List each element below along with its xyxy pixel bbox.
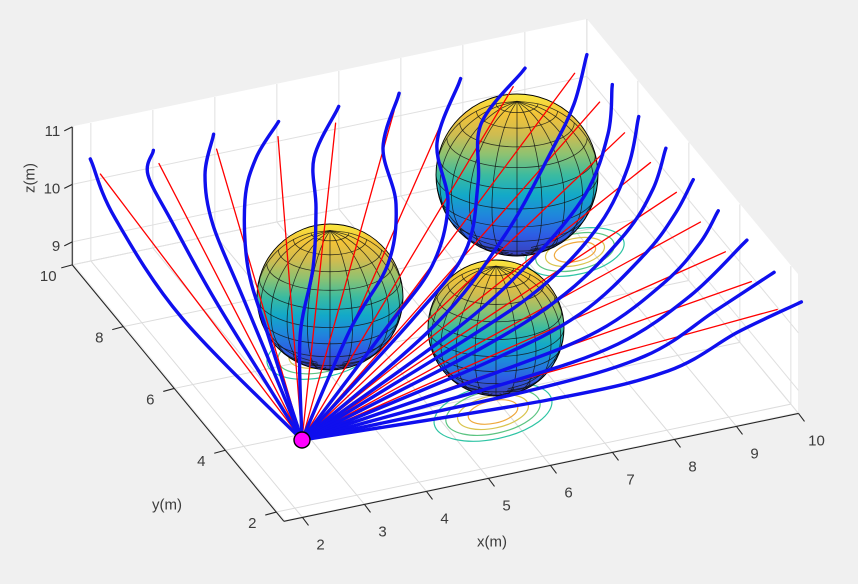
contour-ring: [553, 241, 597, 263]
longitude-line: [516, 101, 543, 256]
obstacle-sphere: [256, 223, 404, 371]
straight-path: [301, 110, 395, 441]
z-tick-label: 10: [44, 180, 61, 197]
z-axis-label: z(m): [21, 163, 39, 193]
straight-path: [301, 122, 337, 441]
y-tick-label: 10: [40, 268, 57, 285]
planned-trajectory: [88, 157, 304, 442]
straight-path: [301, 191, 678, 441]
straight-path: [158, 162, 303, 441]
grid-line: [61, 264, 73, 269]
longitude-line: [286, 230, 331, 369]
longitude-line: [491, 101, 518, 256]
grid-line: [612, 452, 619, 461]
grid-line: [364, 504, 371, 513]
grid-line: [426, 491, 433, 500]
grid-line: [674, 439, 681, 448]
straight-path: [277, 135, 303, 441]
x-tick-label: 5: [502, 497, 510, 514]
planned-trajectory: [300, 52, 589, 442]
planned-trajectory: [300, 209, 720, 442]
longitude-line: [307, 230, 331, 370]
grid-line: [798, 413, 805, 422]
planned-trajectory: [297, 104, 341, 442]
straight-path: [99, 173, 303, 441]
grid-line: [302, 517, 309, 526]
planned-trajectories: [88, 52, 804, 442]
planned-trajectory: [300, 76, 463, 442]
x-tick-label: 6: [564, 484, 572, 501]
grid-line: [112, 326, 124, 331]
y-tick-label: 8: [95, 330, 103, 347]
planned-trajectory: [300, 66, 527, 442]
longitude-line: [495, 265, 562, 391]
grid-line: [586, 76, 799, 334]
straight-path: [301, 101, 601, 441]
x-axis-label: x(m): [477, 533, 507, 551]
x-tick-label: 9: [750, 445, 758, 462]
sphere-outline: [427, 259, 565, 397]
longitude-line: [474, 265, 497, 396]
grid-line: [64, 126, 73, 132]
y-tick-label: 4: [197, 453, 205, 470]
y-tick-label: 6: [146, 391, 154, 408]
planned-trajectory: [300, 300, 804, 442]
planned-trajectory: [145, 148, 304, 442]
x-tick-label: 2: [316, 536, 324, 553]
grid-line: [163, 387, 175, 392]
longitude-line: [329, 230, 353, 370]
planned-trajectory: [203, 132, 304, 442]
straight-path-lines: [99, 72, 778, 441]
grid-line: [488, 478, 495, 487]
x-tick-label: 10: [808, 432, 825, 449]
grid-line: [550, 465, 557, 474]
grid-line: [71, 264, 285, 522]
plot-area-background: [74, 19, 798, 520]
grid-line: [736, 426, 743, 435]
grid-line: [64, 183, 73, 189]
planned-trajectory: [300, 91, 401, 442]
grid-line: [276, 403, 791, 513]
x-tick-label: 8: [688, 458, 696, 475]
longitude-line: [329, 230, 400, 365]
sphere-outline: [435, 93, 599, 257]
straight-path: [301, 161, 652, 441]
planned-trajectory: [300, 177, 695, 442]
x-tick-label: 4: [440, 510, 448, 527]
planned-trajectory: [300, 114, 641, 442]
y-axis-label: y(m): [152, 496, 182, 514]
grid-line: [90, 260, 303, 518]
grid-line: [64, 241, 73, 247]
z-tick-label: 11: [45, 123, 61, 140]
start-point-marker: [293, 431, 311, 449]
x-tick-label: 7: [626, 471, 634, 488]
x-tick-label: 3: [378, 523, 386, 540]
grid-line: [214, 449, 226, 454]
planned-trajectory: [242, 119, 304, 442]
z-tick-label: 9: [52, 238, 60, 255]
grid-line: [283, 412, 799, 522]
grid-line: [586, 156, 799, 414]
planned-trajectory: [300, 270, 776, 442]
grid-line: [265, 511, 277, 516]
planned-trajectory: [300, 82, 614, 442]
planned-trajectory: [300, 146, 668, 442]
grid-line: [586, 133, 799, 391]
axis-spines: [71, 126, 799, 522]
contour-ring: [544, 236, 606, 268]
longitude-line: [468, 100, 518, 254]
planned-trajectory: [300, 238, 749, 442]
tick-marks: 2 3 4 5 6 7 8 9 10 2 4 6 8 10 9 10 11: [40, 123, 825, 554]
straight-path: [301, 251, 727, 441]
straight-path: [301, 221, 702, 441]
y-tick-label: 2: [248, 515, 256, 532]
straight-path: [301, 132, 626, 441]
